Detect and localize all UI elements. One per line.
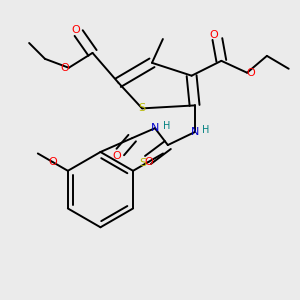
- Text: H: H: [202, 125, 209, 135]
- Text: O: O: [247, 68, 255, 78]
- Text: O: O: [60, 63, 69, 73]
- Text: N: N: [190, 127, 199, 137]
- Text: O: O: [112, 151, 121, 161]
- Text: O: O: [209, 30, 218, 40]
- Text: S: S: [139, 103, 145, 113]
- Text: O: O: [144, 157, 153, 167]
- Text: O: O: [48, 157, 57, 167]
- Text: H: H: [163, 121, 170, 131]
- Text: N: N: [151, 123, 159, 133]
- Text: S: S: [140, 158, 147, 168]
- Text: O: O: [71, 25, 80, 35]
